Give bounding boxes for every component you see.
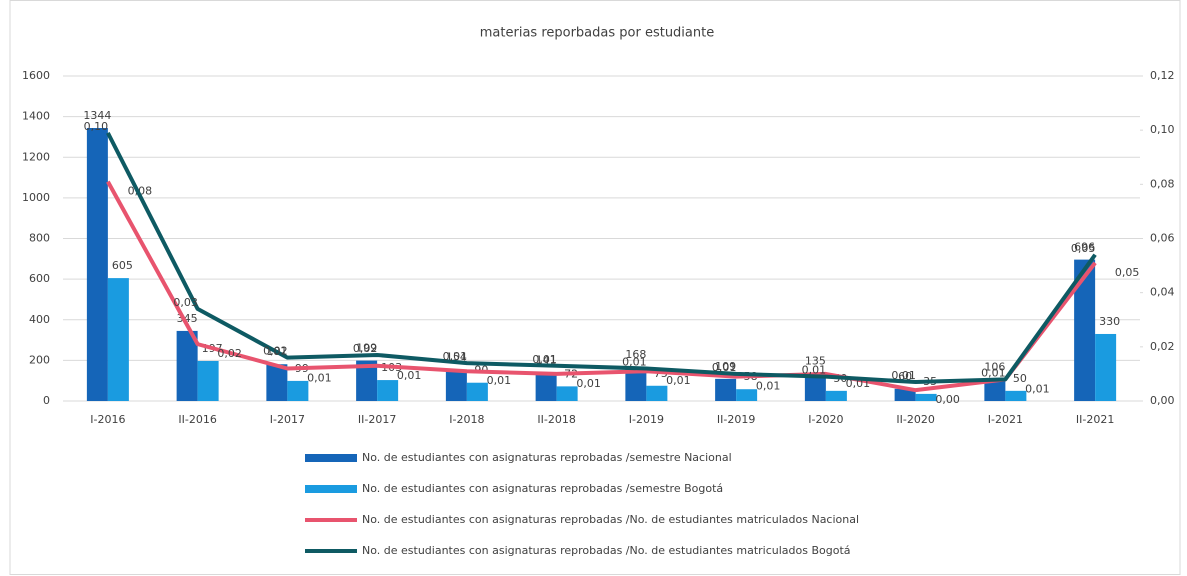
line-value-label: 0,02 bbox=[263, 345, 288, 358]
y-tick-label: 800 bbox=[29, 232, 50, 245]
y2-tick-label: 0,12 bbox=[1150, 69, 1175, 82]
bar-value-label: 1344 bbox=[83, 109, 111, 122]
x-tick-label: I-2021 bbox=[988, 413, 1023, 426]
line-value-label: 0,01 bbox=[666, 374, 691, 387]
bar bbox=[377, 380, 399, 401]
y2-tick-label: 0,02 bbox=[1150, 340, 1175, 353]
legend-label: No. de estudiantes con asignaturas repro… bbox=[362, 482, 723, 495]
y-tick-label: 1600 bbox=[22, 69, 50, 82]
line-value-label: 0,05 bbox=[1071, 242, 1096, 255]
bar bbox=[625, 366, 647, 401]
chart-subtitle: materias reporbadas por estudiante bbox=[480, 26, 714, 41]
bar bbox=[646, 385, 668, 401]
line-value-label: 0,02 bbox=[217, 347, 242, 360]
x-tick-label: II-2017 bbox=[358, 413, 396, 426]
bar-value-label: 109 bbox=[715, 360, 736, 373]
bar bbox=[176, 330, 198, 401]
y2-tick-label: 0,04 bbox=[1150, 286, 1175, 299]
line bbox=[106, 131, 1097, 385]
bar bbox=[107, 278, 129, 401]
line-value-label: 0,01 bbox=[802, 364, 827, 377]
line-value-label: 0,01 bbox=[1025, 382, 1050, 395]
y-tick-label: 600 bbox=[29, 272, 50, 285]
bar-value-label: 50 bbox=[1013, 372, 1027, 385]
line-value-label: 0,01 bbox=[891, 369, 916, 382]
x-tick-label: II-2020 bbox=[896, 413, 934, 426]
x-tick-label: I-2018 bbox=[449, 413, 484, 426]
y-tick-label: 200 bbox=[29, 353, 50, 366]
line-value-label: 0,02 bbox=[353, 342, 378, 355]
y-tick-label: 0 bbox=[43, 394, 50, 407]
bar bbox=[984, 379, 1006, 401]
bar bbox=[266, 364, 288, 401]
line-value-label: 0,01 bbox=[307, 372, 332, 385]
legend-label: No. de estudiantes con asignaturas repro… bbox=[362, 544, 851, 557]
bar-value-label: 696 bbox=[1074, 241, 1095, 254]
line-value-label: 0,01 bbox=[576, 377, 601, 390]
line-value-label: 0,03 bbox=[173, 296, 198, 309]
chart-border bbox=[9, 0, 1181, 575]
line-value-label: 0,01 bbox=[532, 353, 557, 366]
legend-swatch bbox=[305, 454, 357, 462]
bar-value-label: 330 bbox=[1099, 315, 1120, 328]
bar-value-label: 106 bbox=[984, 360, 1005, 373]
bar bbox=[356, 360, 378, 401]
line-value-label: 0,01 bbox=[622, 356, 647, 369]
x-tick-label: I-2019 bbox=[629, 413, 664, 426]
bar bbox=[1005, 390, 1027, 401]
line bbox=[106, 180, 1097, 393]
legend-swatch bbox=[305, 485, 357, 493]
bar-value-label: 168 bbox=[625, 348, 646, 361]
line-value-label: 0,01 bbox=[981, 366, 1006, 379]
y2-tick-label: 0,10 bbox=[1150, 123, 1175, 136]
y-tick-label: 1200 bbox=[22, 150, 50, 163]
line-value-label: 0,00 bbox=[935, 393, 960, 406]
y2-tick-label: 0,08 bbox=[1150, 177, 1175, 190]
bar bbox=[466, 382, 488, 401]
bar-value-label: 605 bbox=[112, 259, 133, 272]
bar-value-label: 199 bbox=[356, 342, 377, 355]
x-tick-label: I-2016 bbox=[90, 413, 125, 426]
y-tick-label: 400 bbox=[29, 313, 50, 326]
bar bbox=[86, 128, 108, 401]
line-value-label: 0,10 bbox=[84, 120, 109, 133]
bar bbox=[736, 389, 758, 401]
bar bbox=[535, 372, 557, 401]
bar bbox=[1095, 333, 1117, 401]
y-tick-label: 1000 bbox=[22, 191, 50, 204]
bar bbox=[197, 360, 219, 401]
x-tick-label: I-2017 bbox=[270, 413, 305, 426]
y-tick-label: 1400 bbox=[22, 110, 50, 123]
bar bbox=[287, 380, 309, 401]
bar-value-label: 141 bbox=[536, 353, 557, 366]
line-value-label: 0,05 bbox=[1115, 266, 1140, 279]
x-tick-label: II-2016 bbox=[178, 413, 216, 426]
bar bbox=[825, 390, 847, 401]
bar bbox=[1074, 259, 1096, 401]
line-value-label: 0,01 bbox=[712, 361, 737, 374]
line-value-label: 0,01 bbox=[443, 350, 468, 363]
line-value-label: 0,01 bbox=[397, 369, 422, 382]
x-tick-label: II-2021 bbox=[1076, 413, 1114, 426]
legend-label: No. de estudiantes con asignaturas repro… bbox=[362, 451, 732, 464]
bar bbox=[715, 378, 737, 401]
x-tick-label: I-2020 bbox=[808, 413, 843, 426]
line-value-label: 0,01 bbox=[487, 374, 512, 387]
x-tick-label: II-2019 bbox=[717, 413, 755, 426]
line-value-label: 0,01 bbox=[756, 380, 781, 393]
bar bbox=[445, 369, 467, 401]
y2-tick-label: 0,00 bbox=[1150, 394, 1175, 407]
bar bbox=[556, 386, 578, 401]
legend-label: No. de estudiantes con asignaturas repro… bbox=[362, 513, 859, 526]
y2-tick-label: 0,06 bbox=[1150, 232, 1175, 245]
x-tick-label: II-2018 bbox=[537, 413, 575, 426]
bar-value-label: 135 bbox=[805, 355, 826, 368]
bar bbox=[894, 388, 916, 401]
bar bbox=[804, 373, 826, 401]
bar bbox=[915, 393, 937, 401]
